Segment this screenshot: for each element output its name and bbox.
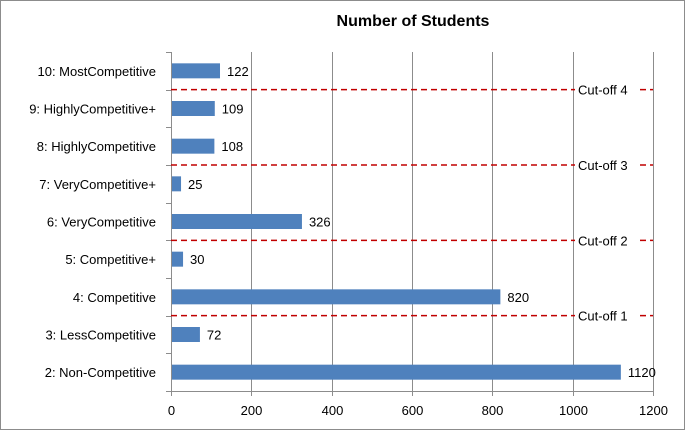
bar [172, 63, 221, 79]
x-tick-label: 600 [402, 403, 424, 418]
category-label: 5: Competitive+ [65, 252, 156, 267]
category-label: 2: Non-Competitive [45, 365, 156, 380]
data-label: 820 [507, 290, 529, 305]
bar [172, 138, 215, 154]
category-label: 9: HighlyCompetitive+ [29, 102, 156, 117]
cutoff-label: Cut-off 2 [578, 233, 628, 248]
data-label: 1120 [628, 365, 656, 380]
x-tick-label: 400 [322, 403, 344, 418]
x-tick-label: 1200 [639, 403, 668, 418]
bar [172, 327, 200, 342]
data-label: 30 [190, 252, 204, 267]
category-label: 4: Competitive [73, 290, 156, 305]
chart-title: Number of Students [336, 13, 490, 30]
cutoff-label: Cut-off 4 [578, 83, 628, 98]
cutoff-label: Cut-off 1 [578, 309, 628, 324]
bar [172, 251, 184, 267]
x-tick-label: 200 [241, 403, 263, 418]
category-label: 3: LessCompetitive [45, 328, 156, 343]
category-label: 7: VeryCompetitive+ [39, 177, 156, 192]
bar [172, 289, 501, 305]
category-label: 6: VeryCompetitive [47, 215, 156, 230]
data-label: 109 [222, 102, 244, 117]
bar [172, 214, 302, 229]
bar [172, 101, 215, 116]
category-label: 10: MostCompetitive [38, 64, 157, 79]
category-label: 8: HighlyCompetitive [37, 139, 156, 154]
bar [172, 364, 621, 380]
x-tick-label: 800 [482, 403, 504, 418]
bar [172, 176, 182, 192]
data-label: 72 [207, 328, 221, 343]
x-tick-label: 1000 [559, 403, 588, 418]
data-label: 326 [309, 215, 331, 230]
cutoff-label: Cut-off 3 [578, 158, 628, 173]
x-tick-label: 0 [168, 403, 175, 418]
data-label: 122 [227, 64, 249, 79]
data-label: 108 [221, 139, 243, 154]
data-label: 25 [188, 177, 202, 192]
